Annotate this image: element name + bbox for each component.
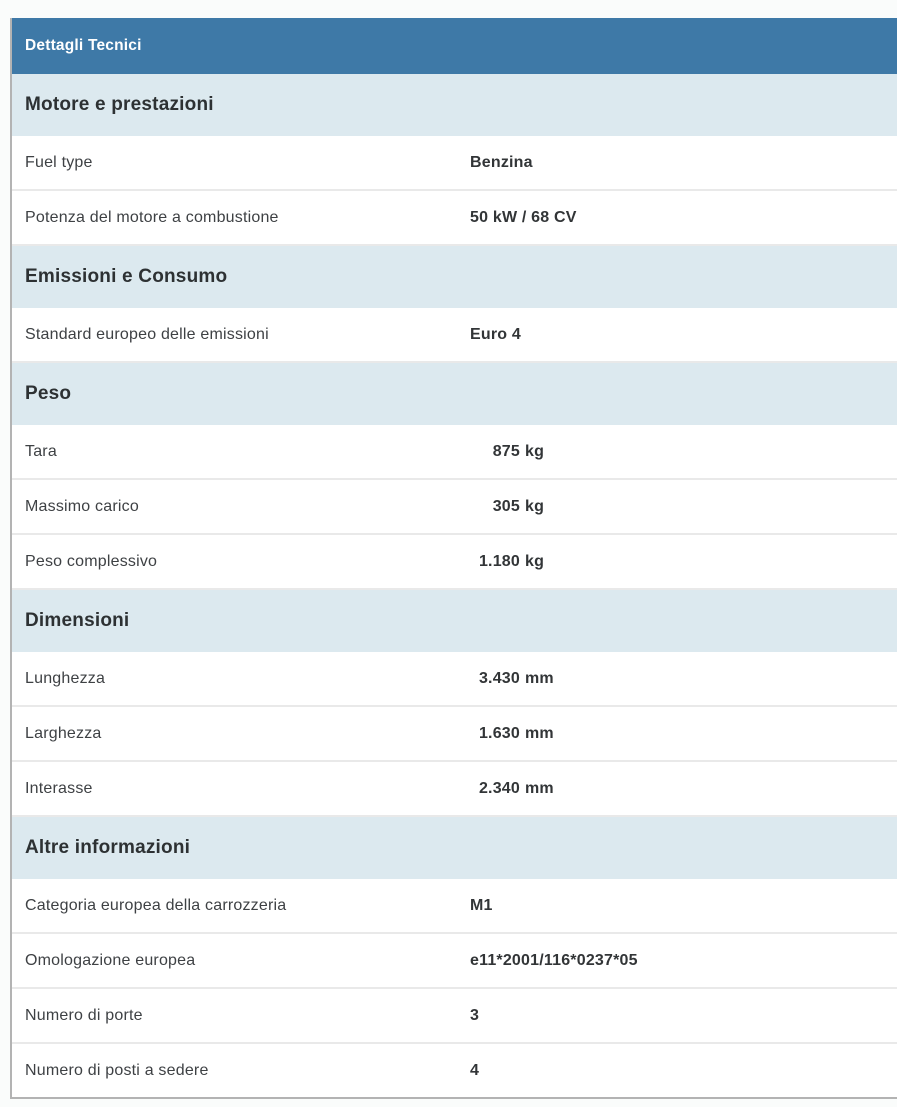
spec-row-numero-porte: Numero di porte 3 (12, 989, 897, 1044)
section-header-peso: Peso (12, 363, 897, 425)
spec-value-unit: kg (525, 442, 545, 460)
table-title-bar: Dettagli Tecnici (12, 18, 897, 74)
section-header-altre-informazioni: Altre informazioni (12, 817, 897, 879)
spec-value-number: 1.630 (478, 724, 520, 742)
spec-label: Tara (25, 442, 57, 460)
section-header-emissioni: Emissioni e Consumo (12, 246, 897, 308)
spec-label: Categoria europea della carrozzeria (25, 896, 287, 914)
spec-label: Massimo carico (25, 497, 139, 515)
spec-value: e11*2001/116*0237*05 (470, 951, 638, 969)
spec-row-fuel-type: Fuel type Benzina (12, 136, 897, 191)
spec-value: 3.430 mm (470, 670, 554, 688)
section-title: Motore e prestazioni (25, 94, 214, 115)
spec-value: 4 (470, 1061, 480, 1079)
section-title: Peso (25, 383, 72, 404)
spec-value-number: 2.340 (478, 779, 520, 797)
section-header-motore: Motore e prestazioni (12, 74, 897, 136)
spec-row-potenza-motore: Potenza del motore a combustione 50 kW /… (12, 191, 897, 246)
spec-row-lunghezza: Lunghezza 3.430 mm (12, 652, 897, 707)
spec-row-massimo-carico: Massimo carico 305 kg (12, 480, 897, 535)
spec-row-tara: Tara 875 kg (12, 425, 897, 480)
spec-value-unit: kg (525, 497, 545, 515)
spec-label: Standard europeo delle emissioni (25, 325, 269, 343)
section-header-dimensioni: Dimensioni (12, 590, 897, 652)
spec-label: Peso complessivo (25, 552, 158, 570)
section-peso: Peso Tara 875 kg Massimo carico 305 kg Pes… (12, 363, 897, 590)
technical-details-table: Dettagli Tecnici Motore e prestazioni Fu… (10, 18, 897, 1099)
spec-row-omologazione-europea: Omologazione europea e11*2001/116*0237*0… (12, 934, 897, 989)
spec-row-posti-sedere: Numero di posti a sedere 4 (12, 1044, 897, 1097)
spec-value-unit: mm (525, 669, 554, 687)
spec-row-categoria-carrozzeria: Categoria europea della carrozzeria M1 (12, 879, 897, 934)
spec-value: 50 kW / 68 CV (470, 208, 577, 226)
section-dimensioni: Dimensioni Lunghezza 3.430 mm Larghezza 1… (12, 590, 897, 817)
spec-value-number: 1.180 (478, 552, 520, 570)
table-title: Dettagli Tecnici (25, 37, 142, 54)
spec-label: Fuel type (25, 153, 93, 171)
spec-label: Interasse (25, 779, 93, 797)
section-motore-prestazioni: Motore e prestazioni Fuel type Benzina P… (12, 74, 897, 246)
spec-label: Lunghezza (25, 669, 106, 687)
spec-value: Euro 4 (470, 325, 521, 343)
section-altre-informazioni: Altre informazioni Categoria europea del… (12, 817, 897, 1097)
section-title: Altre informazioni (25, 837, 191, 858)
spec-value: M1 (470, 896, 493, 914)
spec-label: Numero di posti a sedere (25, 1061, 209, 1079)
spec-row-interasse: Interasse 2.340 mm (12, 762, 897, 817)
spec-label: Potenza del motore a combustione (25, 208, 279, 226)
spec-label: Larghezza (25, 724, 102, 742)
spec-row-standard-emissioni: Standard europeo delle emissioni Euro 4 (12, 308, 897, 363)
spec-value: 3 (470, 1006, 480, 1024)
spec-value: 305 kg (470, 498, 544, 516)
spec-value: 875 kg (470, 443, 544, 461)
spec-value-unit: kg (525, 552, 545, 570)
spec-row-peso-complessivo: Peso complessivo 1.180 kg (12, 535, 897, 590)
spec-value: 1.630 mm (470, 725, 554, 743)
spec-label: Omologazione europea (25, 951, 196, 969)
spec-value-number: 3.430 (478, 669, 520, 687)
spec-value: 2.340 mm (470, 780, 554, 798)
section-title: Dimensioni (25, 610, 130, 631)
spec-row-larghezza: Larghezza 1.630 mm (12, 707, 897, 762)
spec-label: Numero di porte (25, 1006, 143, 1024)
spec-value-number: 305 (492, 497, 520, 515)
spec-value: 1.180 kg (470, 553, 544, 571)
spec-value-unit: mm (525, 779, 554, 797)
spec-value: Benzina (470, 153, 533, 171)
section-emissioni-consumo: Emissioni e Consumo Standard europeo del… (12, 246, 897, 363)
spec-value-unit: mm (525, 724, 554, 742)
section-title: Emissioni e Consumo (25, 266, 228, 287)
spec-value-number: 875 (492, 442, 520, 460)
